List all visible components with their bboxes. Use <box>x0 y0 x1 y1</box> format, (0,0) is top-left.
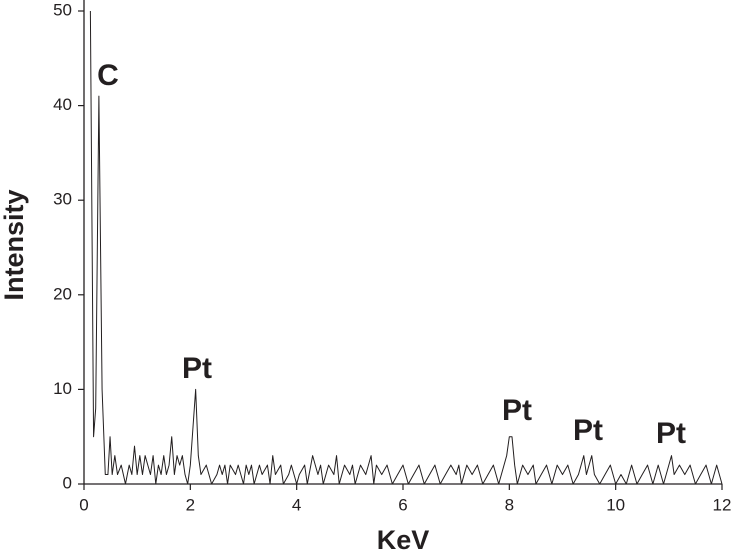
y-tick-label: 40 <box>53 95 72 114</box>
y-tick-label: 10 <box>53 379 72 398</box>
peak-label: Pt <box>502 394 532 427</box>
peak-label: Pt <box>573 414 603 447</box>
x-tick-label: 12 <box>713 495 732 514</box>
y-tick-label: 30 <box>53 190 72 209</box>
peak-label: Pt <box>182 352 212 385</box>
y-tick-label: 50 <box>53 0 72 19</box>
x-tick-label: 6 <box>398 495 407 514</box>
x-axis-title: KeV <box>377 525 430 555</box>
x-tick-label: 4 <box>292 495 301 514</box>
spectrum-line <box>89 10 723 485</box>
y-axis-title: Intensity <box>0 189 29 300</box>
x-tick-label: 10 <box>606 495 625 514</box>
peak-label: C <box>97 59 119 92</box>
x-tick-label: 2 <box>186 495 195 514</box>
y-tick-label: 0 <box>63 473 72 492</box>
peak-label: Pt <box>656 417 686 450</box>
x-tick-label: 0 <box>79 495 88 514</box>
y-tick-label: 20 <box>53 284 72 303</box>
x-tick-label: 8 <box>505 495 514 514</box>
